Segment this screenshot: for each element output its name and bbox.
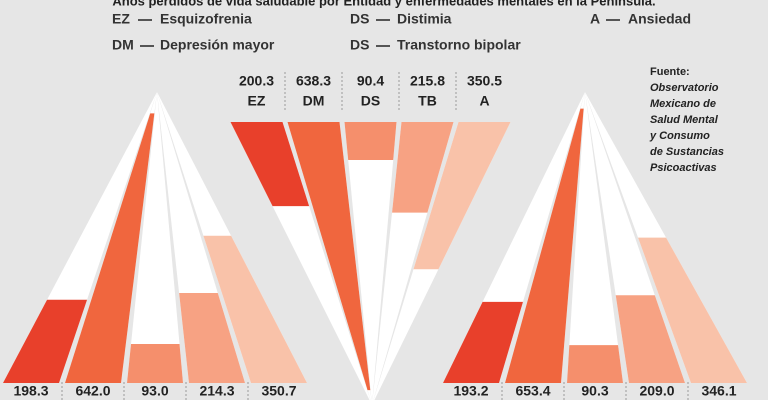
wedge (344, 122, 397, 400)
bar (179, 292, 245, 383)
value-label: 90.3 (581, 383, 608, 399)
legend-code: DS (350, 11, 369, 27)
legend-label: Transtorno bipolar (397, 37, 521, 53)
bar (127, 343, 183, 383)
legend-code: A (590, 11, 600, 27)
category-label: DM (303, 93, 325, 109)
bar (344, 122, 397, 160)
value-label: 638.3 (296, 73, 331, 89)
bar (287, 122, 371, 391)
value-label: 90.4 (357, 73, 384, 89)
bar (65, 113, 155, 384)
bar (230, 122, 310, 207)
bar (413, 122, 511, 270)
value-label: 200.3 (239, 73, 274, 89)
legend-code: DM (112, 37, 134, 53)
value-label: 350.5 (467, 73, 502, 89)
bar (203, 235, 307, 383)
legend-label: Ansiedad (628, 11, 691, 27)
category-label: EZ (248, 93, 266, 109)
category-label: A (479, 93, 489, 109)
value-label: 350.7 (261, 383, 296, 399)
bar (392, 122, 454, 213)
legend-label: Distimia (397, 11, 452, 27)
source-line: Psicoactivas (650, 162, 717, 174)
source-line: de Sustancias (650, 146, 724, 158)
bar (3, 299, 88, 383)
wedge (127, 92, 183, 383)
legend-code: EZ (112, 11, 130, 27)
legend-code: DS (350, 37, 369, 53)
bar (638, 237, 747, 383)
value-label: 93.0 (141, 383, 168, 399)
source-line: Mexicano de (650, 98, 716, 110)
wedge (567, 92, 623, 383)
source-line: y Consumo (649, 130, 710, 142)
bar (505, 108, 584, 384)
bar (567, 345, 623, 383)
value-label: 653.4 (515, 383, 550, 399)
source: Fuente: Observatorio Mexicano de Salud Men… (649, 66, 724, 174)
value-label: 642.0 (75, 383, 110, 399)
title: Años perdidos de vida saludable por Enti… (112, 0, 655, 8)
value-label: 198.3 (13, 383, 48, 399)
legend-label: Depresión mayor (160, 37, 275, 53)
value-label: 209.0 (639, 383, 674, 399)
wedge (585, 92, 685, 383)
legend: EZ Esquizofrenia DM Depresión mayor DS D… (112, 11, 691, 53)
source-line: Salud Mental (650, 114, 719, 126)
category-label: DS (361, 93, 380, 109)
legend-label: Esquizofrenia (160, 11, 252, 27)
value-label: 193.2 (453, 383, 488, 399)
value-label: 346.1 (701, 383, 736, 399)
value-label: 215.8 (410, 73, 445, 89)
bar (443, 301, 523, 383)
source-heading: Fuente: (650, 66, 690, 78)
bar (615, 295, 685, 383)
category-label: TB (418, 93, 437, 109)
source-line: Observatorio (650, 82, 719, 94)
value-label: 214.3 (199, 383, 234, 399)
